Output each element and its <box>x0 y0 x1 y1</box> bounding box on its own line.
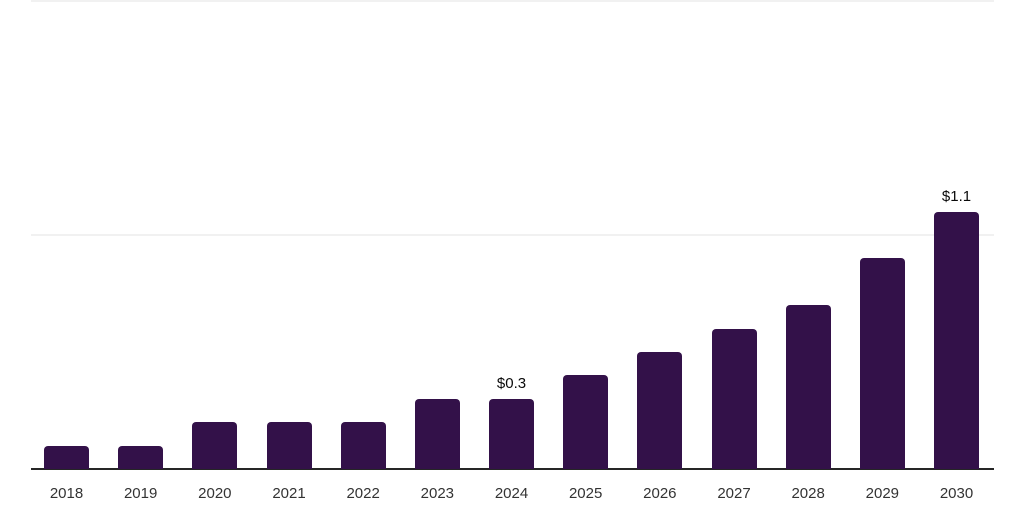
x-tick-2021: 2021 <box>272 485 306 502</box>
x-tick-2030: 2030 <box>939 485 974 502</box>
x-tick-2029: 2029 <box>865 485 900 502</box>
x-tick-2026: 2026 <box>643 485 677 502</box>
x-tick-2028: 2028 <box>791 485 825 502</box>
x-tick-2027: 2027 <box>717 485 751 502</box>
bar-2030 <box>934 212 979 469</box>
bar-2027 <box>711 329 757 469</box>
gridline-2 <box>31 0 994 2</box>
bar-2029 <box>859 258 905 469</box>
x-tick-2025: 2025 <box>568 485 603 502</box>
bar-2018 <box>44 446 89 469</box>
x-tick-2018: 2018 <box>49 485 84 502</box>
bar-2021 <box>266 422 312 469</box>
value-label-2024: $0.3 <box>496 375 527 392</box>
gridline-1 <box>31 234 994 236</box>
bar-2024 <box>489 399 534 469</box>
x-tick-2022: 2022 <box>346 485 380 502</box>
bar-2025 <box>563 375 609 469</box>
x-axis-baseline <box>31 468 994 470</box>
bar-2023 <box>414 399 460 469</box>
plot-area: $0.3 $1.1 <box>31 0 994 471</box>
x-tick-2024: 2024 <box>494 485 529 502</box>
x-tick-2019: 2019 <box>123 485 158 502</box>
bar-2026 <box>637 352 683 469</box>
bar-2020 <box>192 422 238 469</box>
x-tick-2020: 2020 <box>198 485 232 502</box>
bar-2019 <box>118 446 164 469</box>
x-axis: 2018 2019 2020 2021 2022 2023 2024 2025 2026 2027… <box>0 484 1024 512</box>
value-label-2030: $1.1 <box>941 188 972 205</box>
bar-2028 <box>785 305 831 469</box>
x-tick-2023: 2023 <box>420 485 455 502</box>
bar-2022 <box>340 422 386 469</box>
